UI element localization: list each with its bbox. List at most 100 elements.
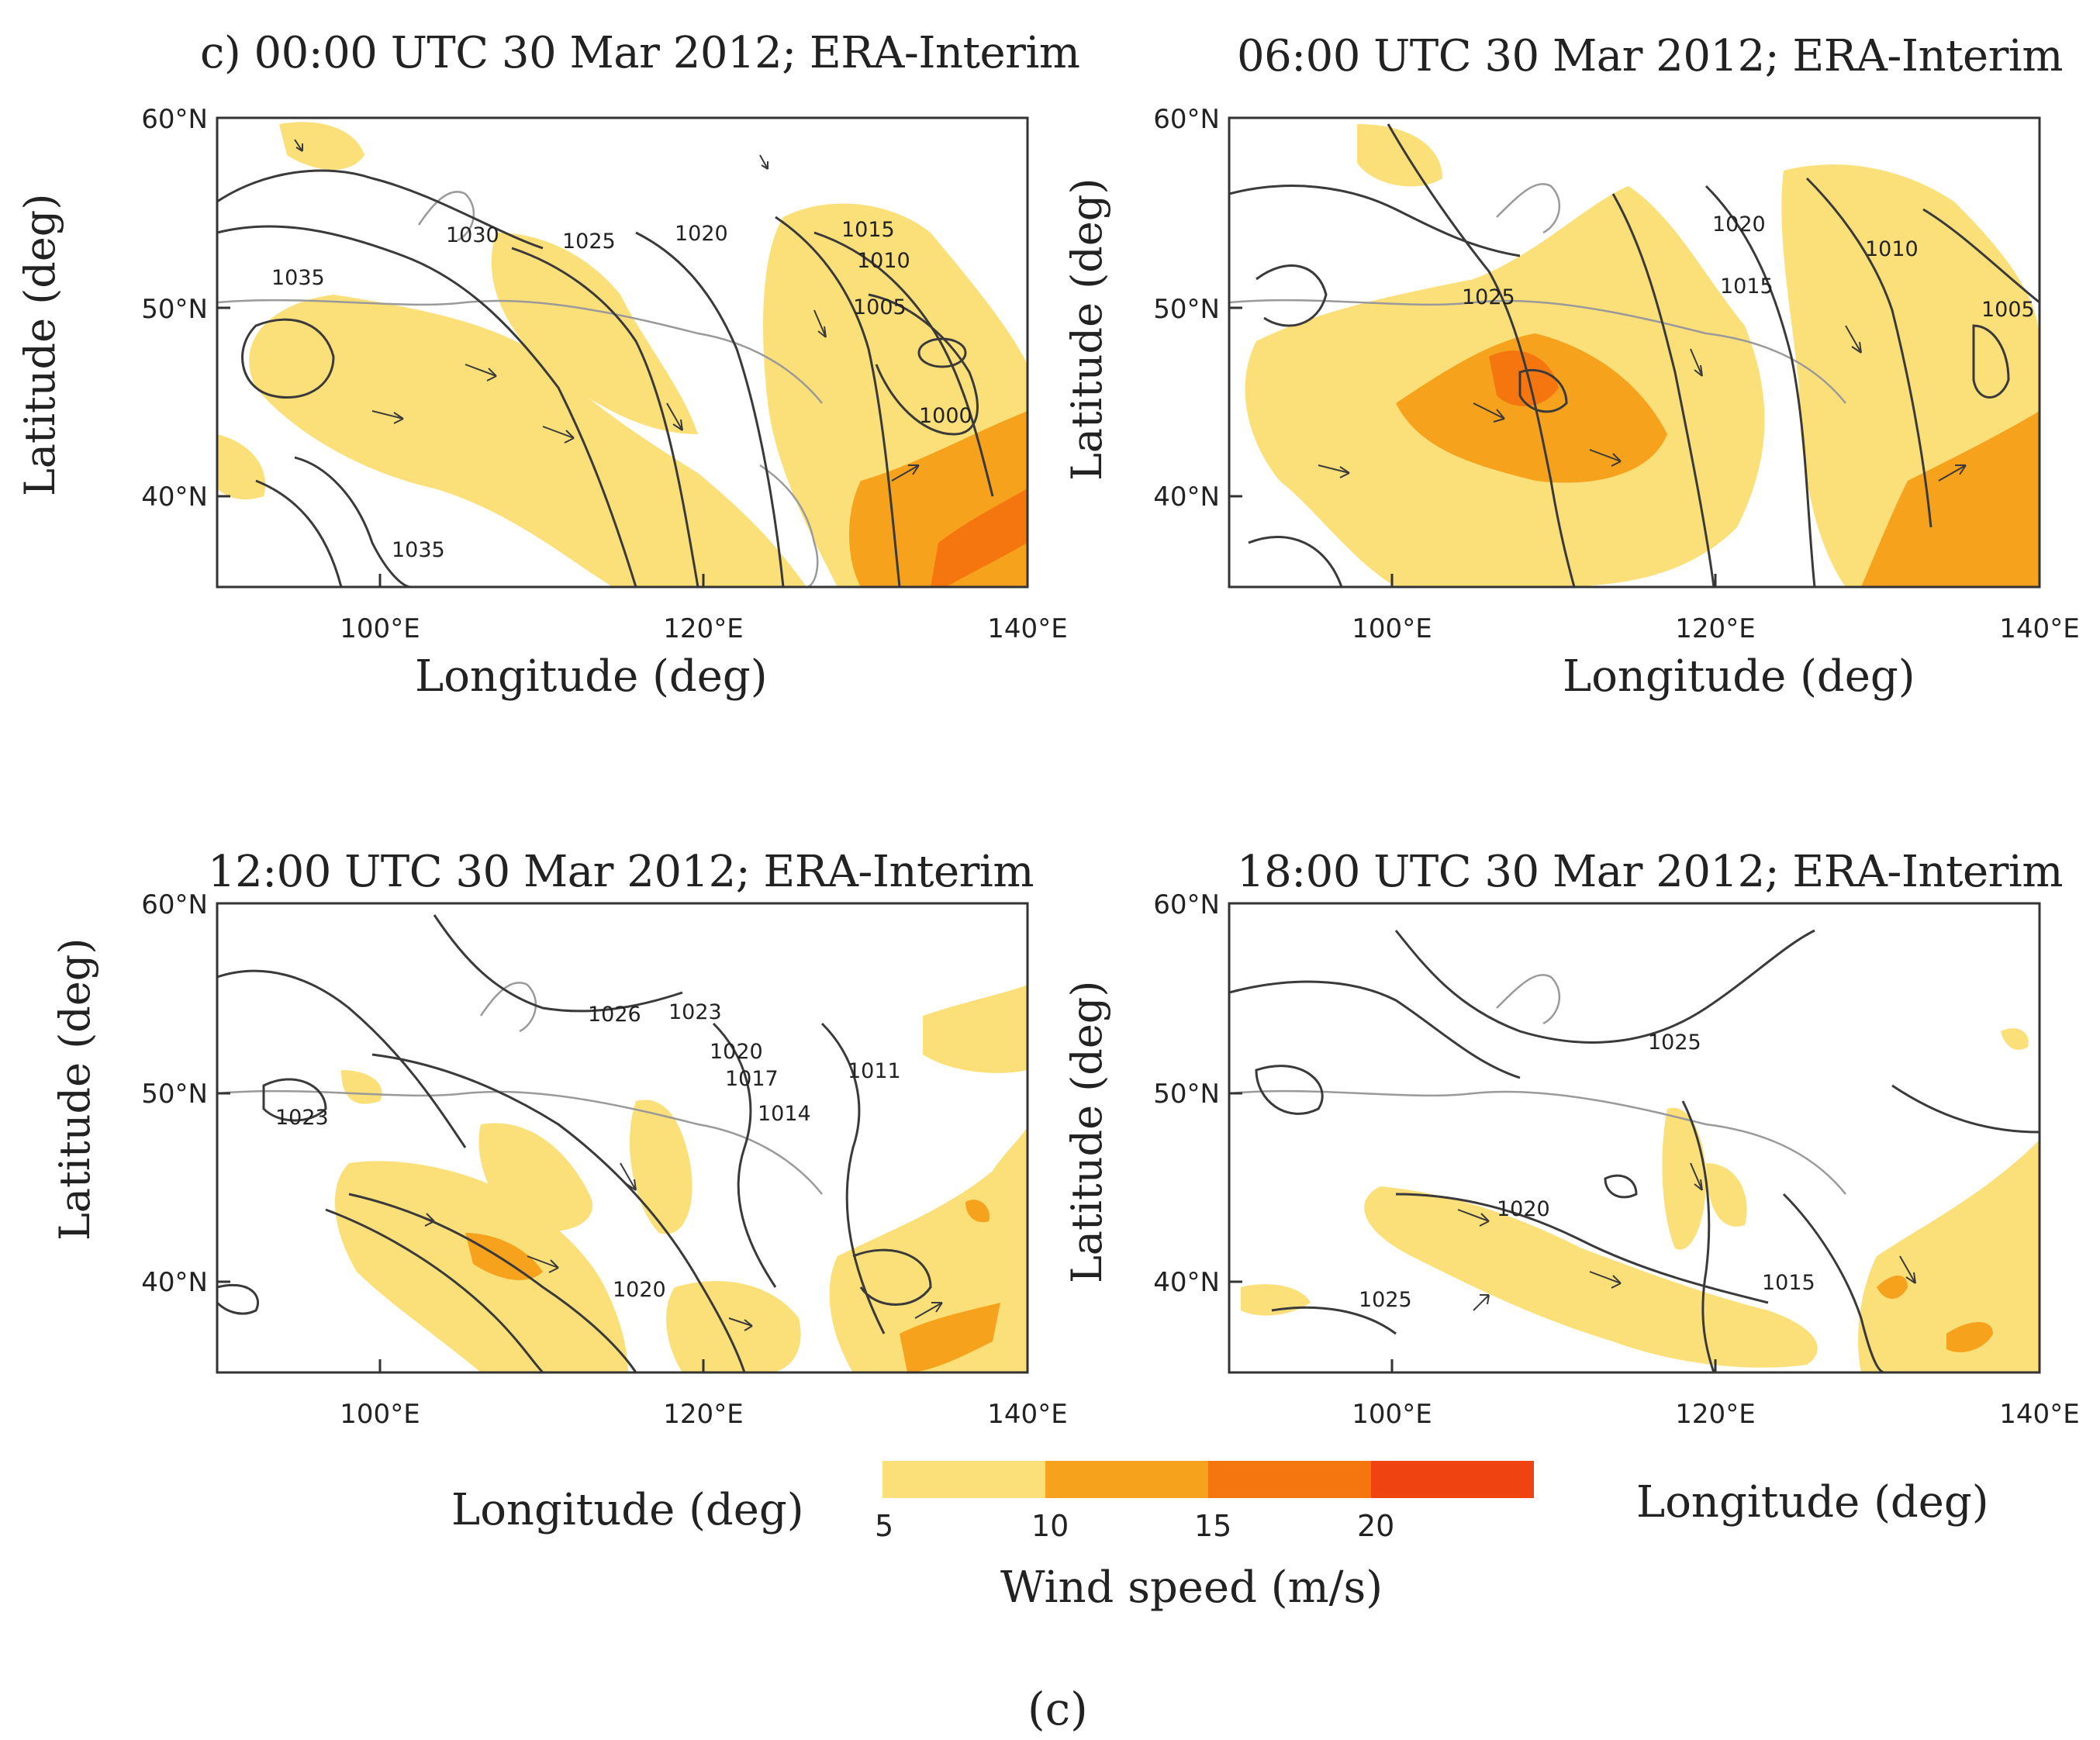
- coastline: [1229, 974, 1846, 1195]
- isobars: [1229, 929, 2040, 1372]
- isobars: [1229, 123, 2040, 587]
- x-axis-label: Longitude (deg): [415, 651, 768, 702]
- isobar-label: 1020: [675, 222, 728, 246]
- wind-shading-5-10: [491, 233, 698, 434]
- wind-shading-15-20: [1489, 350, 1559, 406]
- colorbar-bin-gt20: [1371, 1461, 1534, 1498]
- wind-shading-10-15: [965, 1200, 990, 1223]
- panel-title: c) 00:00 UTC 30 Mar 2012; ERA-Interim: [200, 28, 1080, 78]
- isobar-label: 1020: [1712, 212, 1766, 236]
- wind-shading-5-10: [249, 295, 806, 587]
- isobar-label: 1014: [758, 1102, 811, 1126]
- x-tick-label: 100°E: [340, 1399, 420, 1430]
- y-tick-label: 50°N: [1153, 1079, 1220, 1110]
- y-tick-label: 40°N: [141, 482, 208, 513]
- isobar-label: 1011: [848, 1059, 901, 1083]
- wind-shading-5-10: [923, 985, 1028, 1073]
- isobar-label: 1015: [1762, 1271, 1815, 1295]
- wind-shading-5-10: [1706, 1163, 1747, 1227]
- isobar-label: 1005: [853, 295, 907, 319]
- wind-shading-10-15: [465, 1233, 543, 1280]
- x-tick-label: 140°E: [987, 1399, 1067, 1430]
- colorbar-bin-10-15: [1045, 1461, 1208, 1498]
- colorbar-bin-5-10: [882, 1461, 1045, 1498]
- isobar-label: 1015: [1720, 274, 1774, 299]
- map-plot: 1030 1025 1020 1015 1010 1005 1000 1035 …: [141, 104, 1067, 644]
- isobar-label: 1020: [613, 1278, 666, 1302]
- x-tick-label: 120°E: [1675, 1399, 1755, 1430]
- wind-shading-5-10: [279, 122, 364, 170]
- wind-shading-5-10: [629, 1100, 693, 1234]
- panel-title: 06:00 UTC 30 Mar 2012; ERA-Interim: [1237, 31, 2063, 81]
- isobar-label: 1025: [562, 230, 616, 254]
- isobar-label: 1023: [668, 1000, 722, 1024]
- y-tick-label: 60°N: [1153, 889, 1220, 920]
- isobar-label: 1025: [1648, 1031, 1701, 1055]
- y-tick-label: 40°N: [1153, 482, 1220, 513]
- y-tick-label: 40°N: [141, 1267, 208, 1298]
- isobar-label: 1010: [857, 249, 910, 273]
- wind-vectors: [402, 1162, 943, 1331]
- isobar-label: 1023: [275, 1106, 329, 1130]
- isobar-label: 1030: [446, 223, 499, 247]
- colorbar-tick: 15: [1194, 1509, 1232, 1543]
- wind-vectors: [1318, 325, 1967, 482]
- isobar-label: 1020: [710, 1040, 763, 1064]
- isobars: [217, 169, 994, 587]
- y-tick-label: 60°N: [141, 104, 208, 135]
- wind-shading-10-15: [1861, 411, 2040, 587]
- colorbar-label: Wind speed (m/s): [1000, 1562, 1383, 1613]
- figure-caption: (c): [1028, 1683, 1088, 1735]
- panel-1200utc: 12:00 UTC 30 Mar 2012; ERA-Interim: [50, 847, 1068, 1535]
- wind-shading-5-10: [1662, 1107, 1706, 1250]
- isobar-label: 1025: [1359, 1288, 1412, 1312]
- wind-shading-5-10: [666, 1281, 801, 1372]
- y-tick-label: 40°N: [1153, 1267, 1220, 1298]
- isobar-label: 1017: [725, 1067, 779, 1091]
- coastline: [217, 191, 823, 587]
- isobar-label: 1026: [588, 1003, 641, 1027]
- isobar-label: 1035: [271, 266, 325, 290]
- isobar-label: 1005: [1981, 298, 2035, 322]
- wind-shading-5-10: [341, 1070, 382, 1104]
- wind-shading-10-15: [1946, 1322, 1993, 1352]
- panel-0000utc: c) 00:00 UTC 30 Mar 2012; ERA-Interim: [0, 0, 1086, 775]
- y-tick-label: 60°N: [1153, 104, 1220, 135]
- wind-shading-5-10: [217, 434, 265, 500]
- colorbar-tick: 20: [1357, 1509, 1395, 1543]
- panel-0600utc: 06:00 UTC 30 Mar 2012; ERA-Interim: [0, 0, 2100, 775]
- isobar-label: 1000: [919, 404, 972, 428]
- map-plot: 1020 1010 1025 1015 1005 100°E 120°E 140…: [1153, 104, 2079, 644]
- isobar-label: 1035: [392, 538, 445, 562]
- isobar-label: 1025: [1462, 285, 1515, 309]
- x-axis-label: Longitude (deg): [1563, 651, 1915, 702]
- map-plot: 1026 1023 1020 1017 1014 1011 1023 1020 …: [141, 889, 1067, 1430]
- x-tick-label: 140°E: [1999, 1399, 2079, 1430]
- colorbar-tick: 5: [875, 1509, 894, 1543]
- wind-shading-10-15: [1877, 1276, 1908, 1299]
- colorbar-bin-15-20: [1208, 1461, 1371, 1498]
- x-tick-label: 120°E: [1675, 613, 1755, 644]
- coastline: [1229, 183, 1846, 404]
- panel-title: 12:00 UTC 30 Mar 2012; ERA-Interim: [208, 847, 1034, 897]
- y-tick-label: 50°N: [1153, 294, 1220, 325]
- wind-shading-10-15: [900, 1303, 1000, 1372]
- x-tick-label: 100°E: [1352, 613, 1432, 644]
- wind-shading-5-10: [1858, 1140, 2040, 1372]
- panel-title: 18:00 UTC 30 Mar 2012; ERA-Interim: [1237, 847, 2063, 897]
- colorbar: [882, 1461, 1534, 1498]
- isobar-label: 1010: [1865, 237, 1919, 261]
- colorbar-tick: 10: [1031, 1509, 1069, 1543]
- y-axis-label: Latitude (deg): [1062, 980, 1111, 1283]
- wind-shading-5-10: [2001, 1028, 2029, 1050]
- wind-shading-15-20: [931, 489, 1028, 587]
- y-tick-label: 50°N: [141, 1079, 208, 1110]
- x-tick-label: 120°E: [663, 613, 743, 644]
- x-tick-label: 140°E: [987, 613, 1067, 644]
- isobar-label: 1020: [1497, 1197, 1550, 1221]
- y-tick-label: 50°N: [141, 294, 208, 325]
- x-tick-label: 100°E: [340, 613, 420, 644]
- x-tick-label: 140°E: [1999, 613, 2079, 644]
